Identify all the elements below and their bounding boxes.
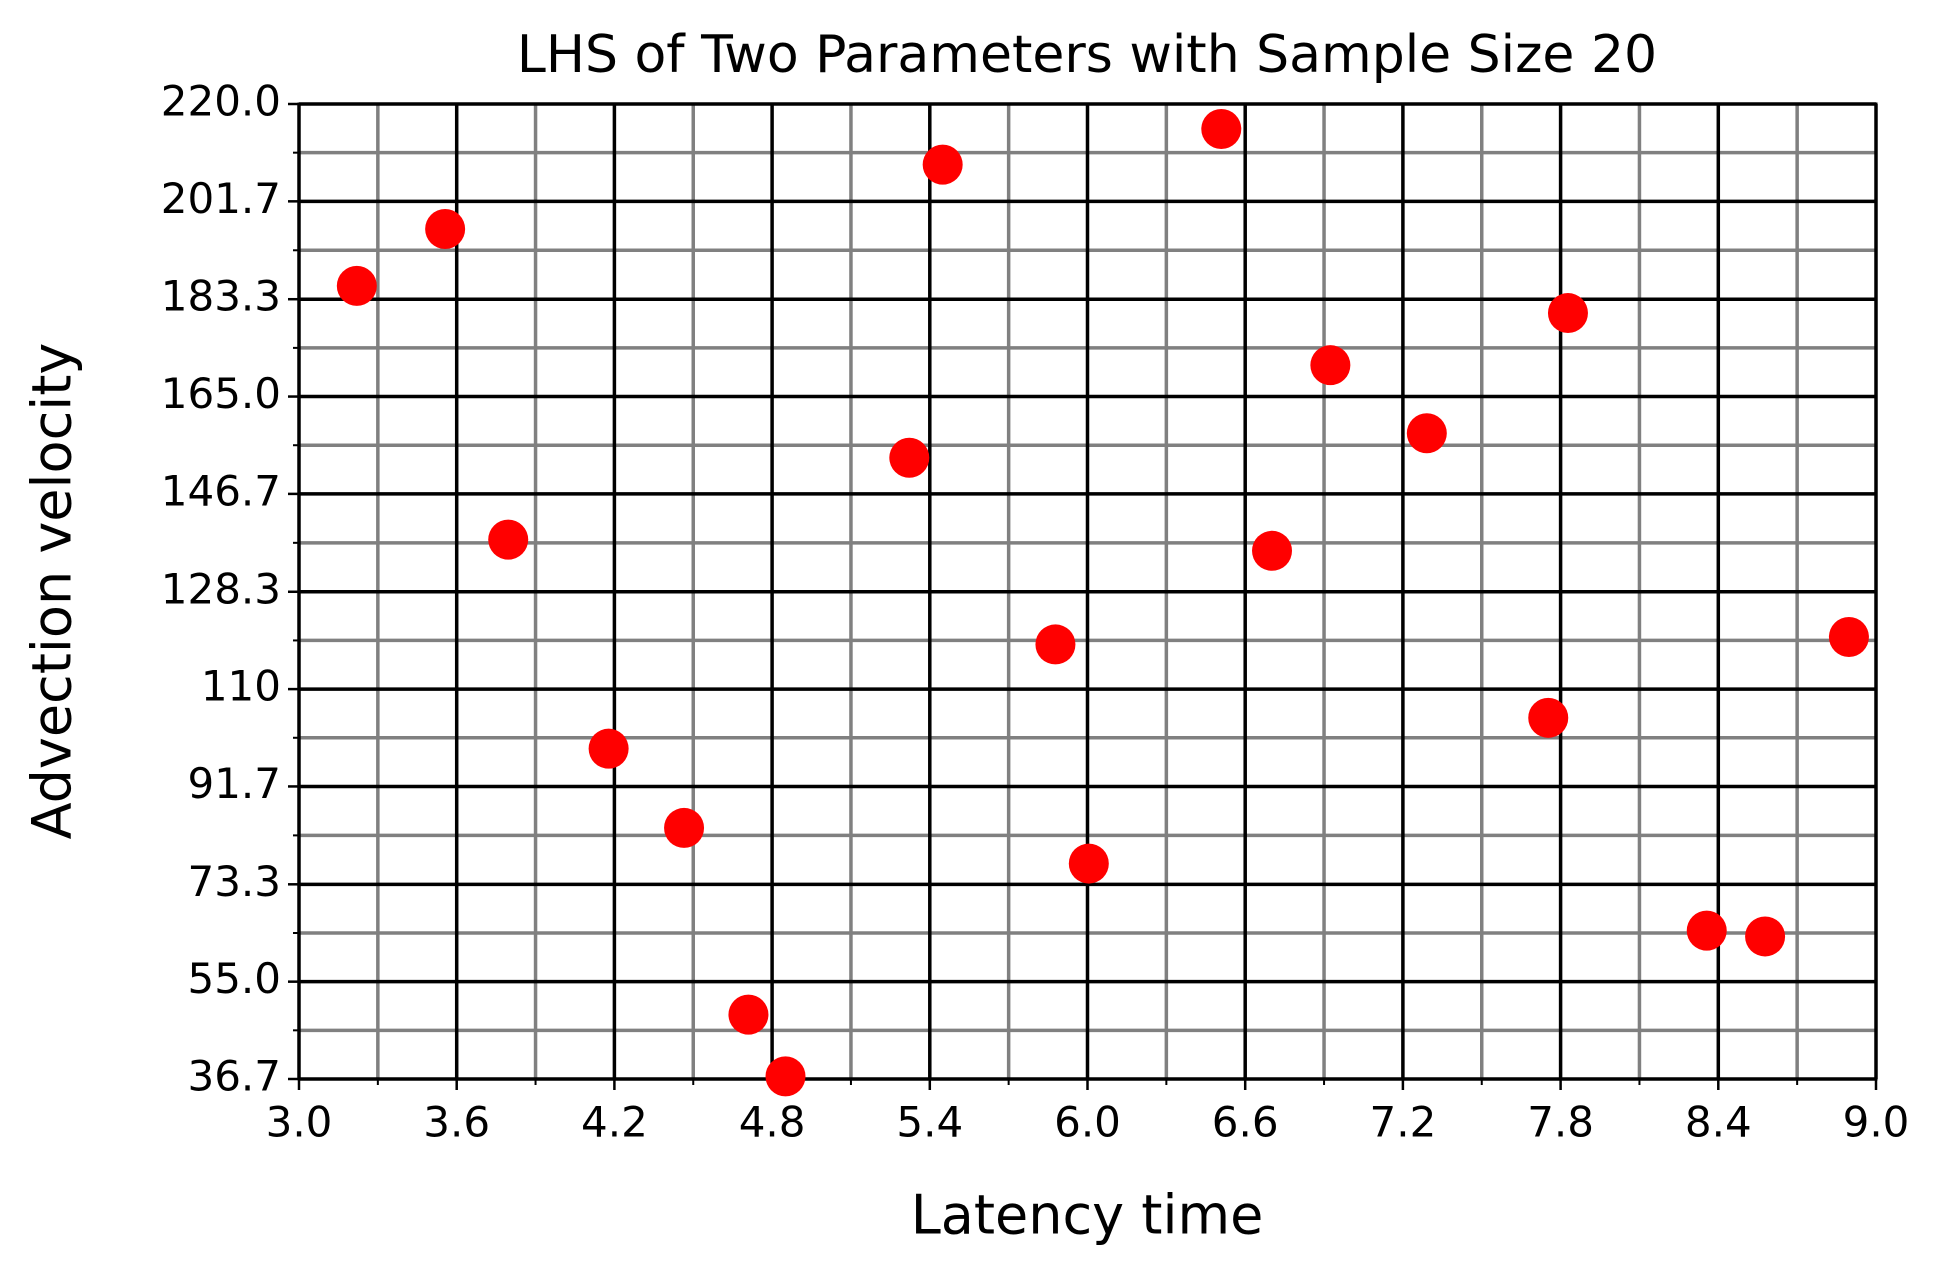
point: [425, 209, 466, 249]
point: [488, 519, 529, 560]
y-tick-label: 91.7: [187, 759, 281, 808]
point: [1406, 413, 1447, 454]
point: [1547, 293, 1588, 334]
point: [765, 1056, 806, 1097]
y-tick-label: 165.0: [161, 369, 281, 418]
point: [336, 265, 377, 306]
point: [1035, 624, 1076, 665]
y-tick-label: 201.7: [161, 174, 281, 223]
plot-frame: [297, 102, 1878, 1081]
point: [1252, 530, 1293, 571]
point: [1068, 843, 1109, 884]
y-tick-label: 110: [201, 662, 281, 711]
chart-title: LHS of Two Parameters with Sample Size 2…: [517, 25, 1657, 85]
point: [1310, 345, 1351, 386]
point: [1528, 697, 1569, 738]
y-tick-label: 183.3: [161, 272, 281, 321]
y-tick-label: 220.0: [161, 77, 281, 126]
x-axis-label: Latency time: [911, 1184, 1264, 1247]
point: [1745, 916, 1786, 957]
point: [1686, 910, 1727, 951]
y-tick-label: 73.3: [187, 857, 281, 906]
x-tick-label: 8.4: [1685, 1098, 1752, 1147]
x-tick-label: 6.0: [1054, 1098, 1121, 1147]
y-tick-label: 128.3: [161, 564, 281, 613]
x-tick-label: 3.6: [423, 1098, 490, 1147]
point: [728, 994, 769, 1035]
point: [664, 807, 705, 848]
y-axis-label: Advection velocity: [21, 343, 84, 840]
point: [1828, 616, 1869, 657]
y-tick-label: 55.0: [187, 954, 281, 1003]
point: [588, 728, 629, 769]
point: [922, 144, 963, 185]
x-tick-label: 5.4: [896, 1098, 963, 1147]
y-tick-label: 146.7: [161, 466, 281, 515]
x-tick-label: 6.6: [1212, 1098, 1279, 1147]
x-tick-label: 4.8: [739, 1098, 806, 1147]
x-tick-label: 7.8: [1527, 1098, 1594, 1147]
x-tick-label: 4.2: [581, 1098, 648, 1147]
point: [1201, 109, 1242, 149]
x-tick-label: 3.0: [266, 1098, 333, 1147]
x-tick-label: 9.0: [1843, 1098, 1910, 1147]
x-tick-label: 7.2: [1370, 1098, 1437, 1147]
y-tick-label: 36.7: [187, 1052, 281, 1101]
point: [889, 437, 930, 478]
